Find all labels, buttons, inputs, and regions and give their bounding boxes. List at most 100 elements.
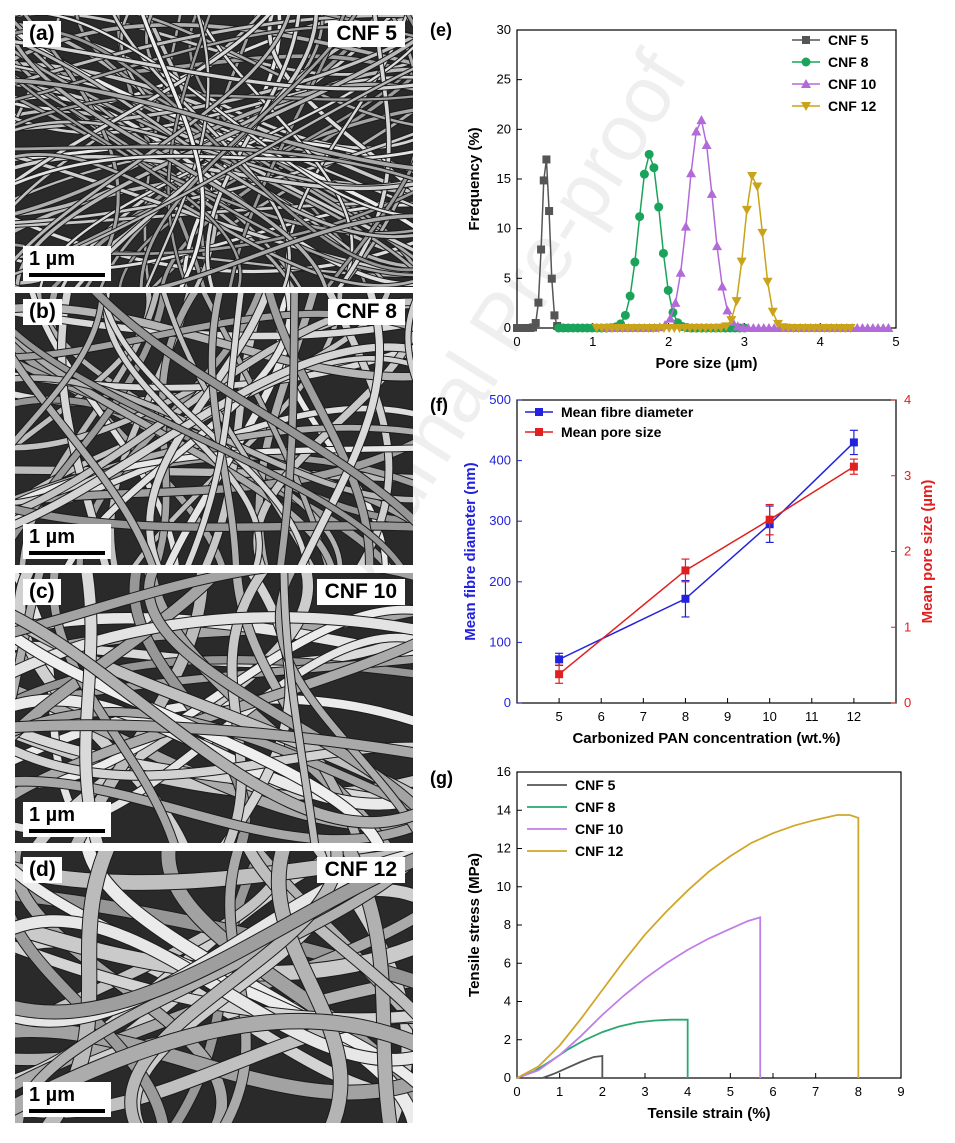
fiber [15, 573, 413, 637]
legend-label: CNF 12 [828, 98, 876, 114]
scale-label-d: 1 µm [29, 1084, 75, 1106]
scale-label-a: 1 µm [29, 248, 75, 270]
y-tick-label: 14 [497, 802, 511, 817]
data-point [675, 267, 686, 277]
x-tick-label: 5 [892, 334, 899, 349]
data-point [767, 307, 778, 317]
data-point [658, 248, 668, 258]
y-tick-label: 25 [497, 72, 511, 87]
fiber [145, 15, 210, 287]
legend-label: Mean fibre diameter [561, 404, 694, 420]
y-tick-label-right: 0 [904, 695, 911, 710]
data-point [625, 291, 635, 301]
data-point [726, 316, 737, 326]
panel-letter-f: (f) [430, 395, 448, 415]
y-tick-label-right: 2 [904, 544, 911, 559]
fiber [271, 851, 348, 1123]
x-tick-label: 3 [741, 334, 748, 349]
y-tick-label-left: 100 [489, 634, 511, 649]
x-tick-label: 12 [847, 709, 861, 724]
fiber [15, 62, 413, 195]
fiber [15, 145, 413, 181]
sem-panel-c: (c) CNF 10 1 µm [15, 573, 413, 843]
data-point [736, 257, 747, 267]
x-tick-label: 4 [684, 1084, 691, 1099]
x-tick-label: 7 [812, 1084, 819, 1099]
data-point [555, 655, 564, 664]
data-point [801, 79, 811, 88]
panel-letter-c: (c) [23, 579, 61, 605]
fiber [15, 573, 224, 741]
data-point [545, 207, 554, 216]
fiber [280, 573, 319, 843]
chart-e-container: 0 1 2 3 4 5 0 5 10 15 20 25 30 Pore size (µm) Frequenc… [420, 10, 950, 382]
sem-panel-b: (b) CNF 8 1 µm [15, 293, 413, 565]
legend-label: Mean pore size [561, 424, 662, 440]
data-point [712, 241, 723, 251]
legend-label: CNF 5 [575, 777, 616, 793]
x-tick-label: 6 [598, 709, 605, 724]
y-tick-label-left: 200 [489, 574, 511, 589]
fiber [15, 75, 413, 277]
data-point [721, 322, 732, 332]
fiber [15, 293, 167, 540]
series-line-cnf-5 [542, 1054, 604, 1079]
fiber [15, 505, 413, 531]
data-point [757, 228, 768, 238]
data-point [686, 168, 697, 178]
scale-bar-a: 1 µm [23, 246, 111, 281]
panel-letter-e: (e) [430, 20, 452, 40]
data-point [539, 176, 548, 185]
data-point [801, 57, 811, 67]
y-axis-label: Tensile stress (MPa) [466, 853, 483, 997]
fiber [265, 293, 374, 565]
x-tick-label: 1 [589, 334, 596, 349]
data-point [531, 319, 540, 328]
legend-label: CNF 10 [575, 821, 623, 837]
panel-letter-d: (d) [23, 857, 62, 883]
fiber [15, 293, 105, 445]
data-point [680, 221, 691, 231]
y-tick-label: 5 [504, 270, 511, 285]
x-tick-label: 8 [682, 709, 689, 724]
y-tick-label-left: 400 [489, 453, 511, 468]
data-point [547, 274, 556, 283]
data-point [845, 324, 856, 333]
x-tick-label: 1 [556, 1084, 563, 1099]
legend-label: CNF 12 [575, 843, 623, 859]
data-point [644, 149, 654, 159]
legend-label: CNF 8 [575, 799, 616, 815]
series-line-cnf-12 [596, 173, 851, 329]
data-point [550, 311, 559, 320]
plot-frame [516, 399, 897, 704]
fiber [141, 15, 205, 287]
data-point [535, 428, 543, 436]
data-point [731, 297, 742, 307]
data-point [752, 182, 763, 192]
panel-letter-g: (g) [430, 768, 453, 788]
data-point [849, 438, 858, 447]
scale-label-b: 1 µm [29, 526, 75, 548]
y-tick-label: 15 [497, 171, 511, 186]
data-point [663, 285, 673, 295]
data-point [529, 323, 538, 332]
plot-frame [516, 29, 897, 329]
scale-line-c [29, 829, 105, 833]
data-point [802, 36, 810, 44]
y-axis-label: Frequency (%) [466, 127, 483, 230]
fiber [244, 851, 413, 1019]
x-tick-label: 5 [727, 1084, 734, 1099]
fiber [15, 78, 413, 170]
fiber [167, 15, 211, 287]
x-tick-label: 9 [897, 1084, 904, 1099]
data-point [722, 305, 733, 315]
x-tick-label: 4 [817, 334, 824, 349]
scale-bar-c: 1 µm [23, 802, 111, 837]
data-point [681, 594, 690, 603]
data-point [542, 155, 551, 164]
x-tick-label: 10 [762, 709, 776, 724]
sem-panel-a: (a) CNF 5 1 µm [15, 15, 413, 287]
series-line [558, 466, 855, 675]
x-tick-label: 11 [805, 709, 819, 724]
